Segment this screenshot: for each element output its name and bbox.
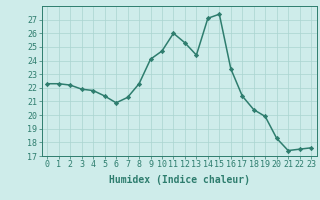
- X-axis label: Humidex (Indice chaleur): Humidex (Indice chaleur): [109, 175, 250, 185]
